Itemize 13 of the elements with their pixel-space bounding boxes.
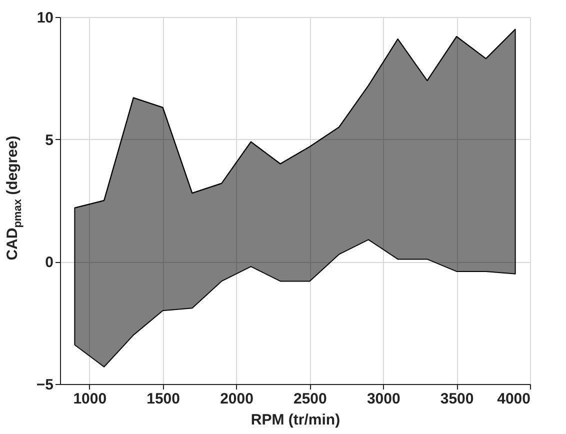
x-tick-label: 2000 <box>220 390 254 408</box>
line-series <box>74 28 516 208</box>
x-axis-title: RPM (tr/min) <box>250 412 340 428</box>
x-tick-label: 2500 <box>294 390 327 408</box>
y-tick-label: 5 <box>45 132 54 149</box>
y-tick-label: −5 <box>36 376 54 394</box>
x-tick-label: 1000 <box>73 390 107 408</box>
x-tick-label: 3000 <box>366 390 400 408</box>
x-tick-label: 1500 <box>146 390 180 408</box>
y-tick-label: 0 <box>45 254 54 272</box>
y-tick-label: 10 <box>36 10 54 26</box>
x-tick-label: 4000 <box>497 390 530 408</box>
x-tick-label: 3500 <box>440 390 474 408</box>
